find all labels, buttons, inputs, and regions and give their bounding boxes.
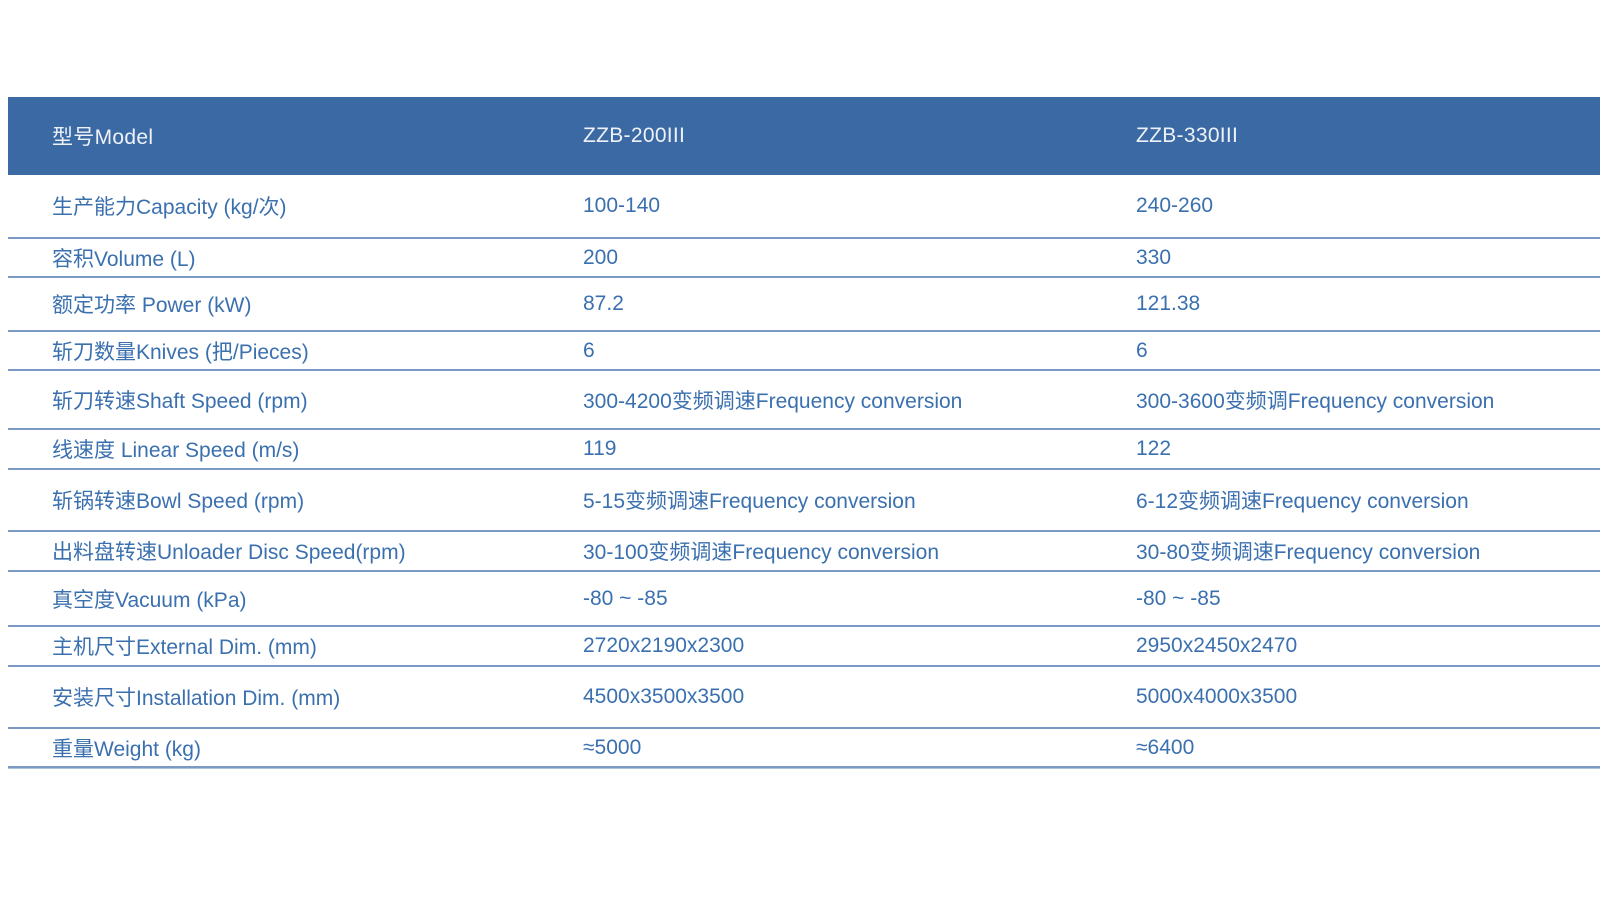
spec-value-b: 30-80变频调速Frequency conversion bbox=[1136, 541, 1481, 564]
spec-label: 线速度 Linear Speed (m/s) bbox=[52, 439, 300, 462]
spec-label: 出料盘转速Unloader Disc Speed(rpm) bbox=[52, 541, 406, 564]
table-row: 生产能力Capacity (kg/次) 100-140 240-260 bbox=[8, 175, 1600, 239]
spec-value-b: 5000x4000x3500 bbox=[1136, 685, 1298, 708]
spec-value-b: 6-12变频调速Frequency conversion bbox=[1136, 490, 1469, 513]
spec-value-b: 6 bbox=[1136, 338, 1148, 362]
table-row: 主机尺寸External Dim. (mm) 2720x2190x2300 29… bbox=[8, 627, 1600, 667]
spec-value-b: 300-3600变频调Frequency conversion bbox=[1136, 389, 1495, 413]
table-row: 出料盘转速Unloader Disc Speed(rpm) 30-100变频调速… bbox=[8, 532, 1600, 572]
spec-value-a: 4500x3500x3500 bbox=[583, 685, 745, 708]
table-row: 线速度 Linear Speed (m/s) 119 122 bbox=[8, 430, 1600, 470]
spec-value-b: ≈6400 bbox=[1136, 735, 1195, 759]
spec-value-b: 240-260 bbox=[1136, 194, 1214, 217]
spec-label: 斩锅转速Bowl Speed (rpm) bbox=[52, 490, 305, 513]
spec-value-a: 119 bbox=[583, 437, 617, 460]
spec-table: 型号Model ZZB-200III ZZB-330III 生产能力Capaci… bbox=[8, 97, 1600, 768]
spec-label: 主机尺寸External Dim. (mm) bbox=[52, 636, 317, 659]
spec-value-b: 2950x2450x2470 bbox=[1136, 634, 1298, 657]
spec-value-a: 87.2 bbox=[583, 292, 624, 315]
spec-value-a: 30-100变频调速Frequency conversion bbox=[583, 541, 939, 564]
spec-value-a: ≈5000 bbox=[583, 735, 642, 759]
table-row: 额定功率 Power (kW) 87.2 121.38 bbox=[8, 278, 1600, 332]
spec-value-a: 100-140 bbox=[583, 194, 661, 217]
header-model-a: ZZB-200III bbox=[583, 124, 686, 147]
spec-value-a: 200 bbox=[583, 245, 619, 269]
spec-value-b: 121.38 bbox=[1136, 292, 1201, 315]
spec-label: 斩刀数量Knives (把/Pieces) bbox=[52, 340, 309, 364]
table-row: 斩刀数量Knives (把/Pieces) 6 6 bbox=[8, 332, 1600, 371]
spec-value-a: -80 ~ -85 bbox=[583, 586, 668, 610]
spec-value-b: -80 ~ -85 bbox=[1136, 586, 1221, 610]
table-row: 重量Weight (kg) ≈5000 ≈6400 bbox=[8, 729, 1600, 768]
table-row: 安装尺寸Installation Dim. (mm) 4500x3500x350… bbox=[8, 667, 1600, 729]
spec-label: 生产能力Capacity (kg/次) bbox=[52, 196, 287, 219]
header-model-label: 型号Model bbox=[52, 126, 154, 149]
spec-label: 重量Weight (kg) bbox=[52, 737, 201, 761]
spec-value-b: 122 bbox=[1136, 437, 1172, 460]
spec-label: 安装尺寸Installation Dim. (mm) bbox=[52, 687, 341, 710]
spec-value-a: 300-4200变频调速Frequency conversion bbox=[583, 389, 963, 413]
spec-value-a: 5-15变频调速Frequency conversion bbox=[583, 490, 916, 513]
table-row: 容积Volume (L) 200 330 bbox=[8, 239, 1600, 278]
header-model-b: ZZB-330III bbox=[1136, 124, 1239, 147]
table-row: 真空度Vacuum (kPa) -80 ~ -85 -80 ~ -85 bbox=[8, 572, 1600, 627]
spec-label: 额定功率 Power (kW) bbox=[52, 294, 252, 317]
table-header-row: 型号Model ZZB-200III ZZB-330III bbox=[8, 97, 1600, 175]
spec-value-b: 330 bbox=[1136, 245, 1172, 269]
spec-label: 斩刀转速Shaft Speed (rpm) bbox=[52, 389, 308, 413]
table-row: 斩刀转速Shaft Speed (rpm) 300-4200变频调速Freque… bbox=[8, 371, 1600, 430]
spec-label: 真空度Vacuum (kPa) bbox=[52, 588, 247, 612]
table-row: 斩锅转速Bowl Speed (rpm) 5-15变频调速Frequency c… bbox=[8, 470, 1600, 532]
spec-label: 容积Volume (L) bbox=[52, 247, 196, 271]
spec-value-a: 6 bbox=[583, 338, 595, 362]
spec-value-a: 2720x2190x2300 bbox=[583, 634, 745, 657]
